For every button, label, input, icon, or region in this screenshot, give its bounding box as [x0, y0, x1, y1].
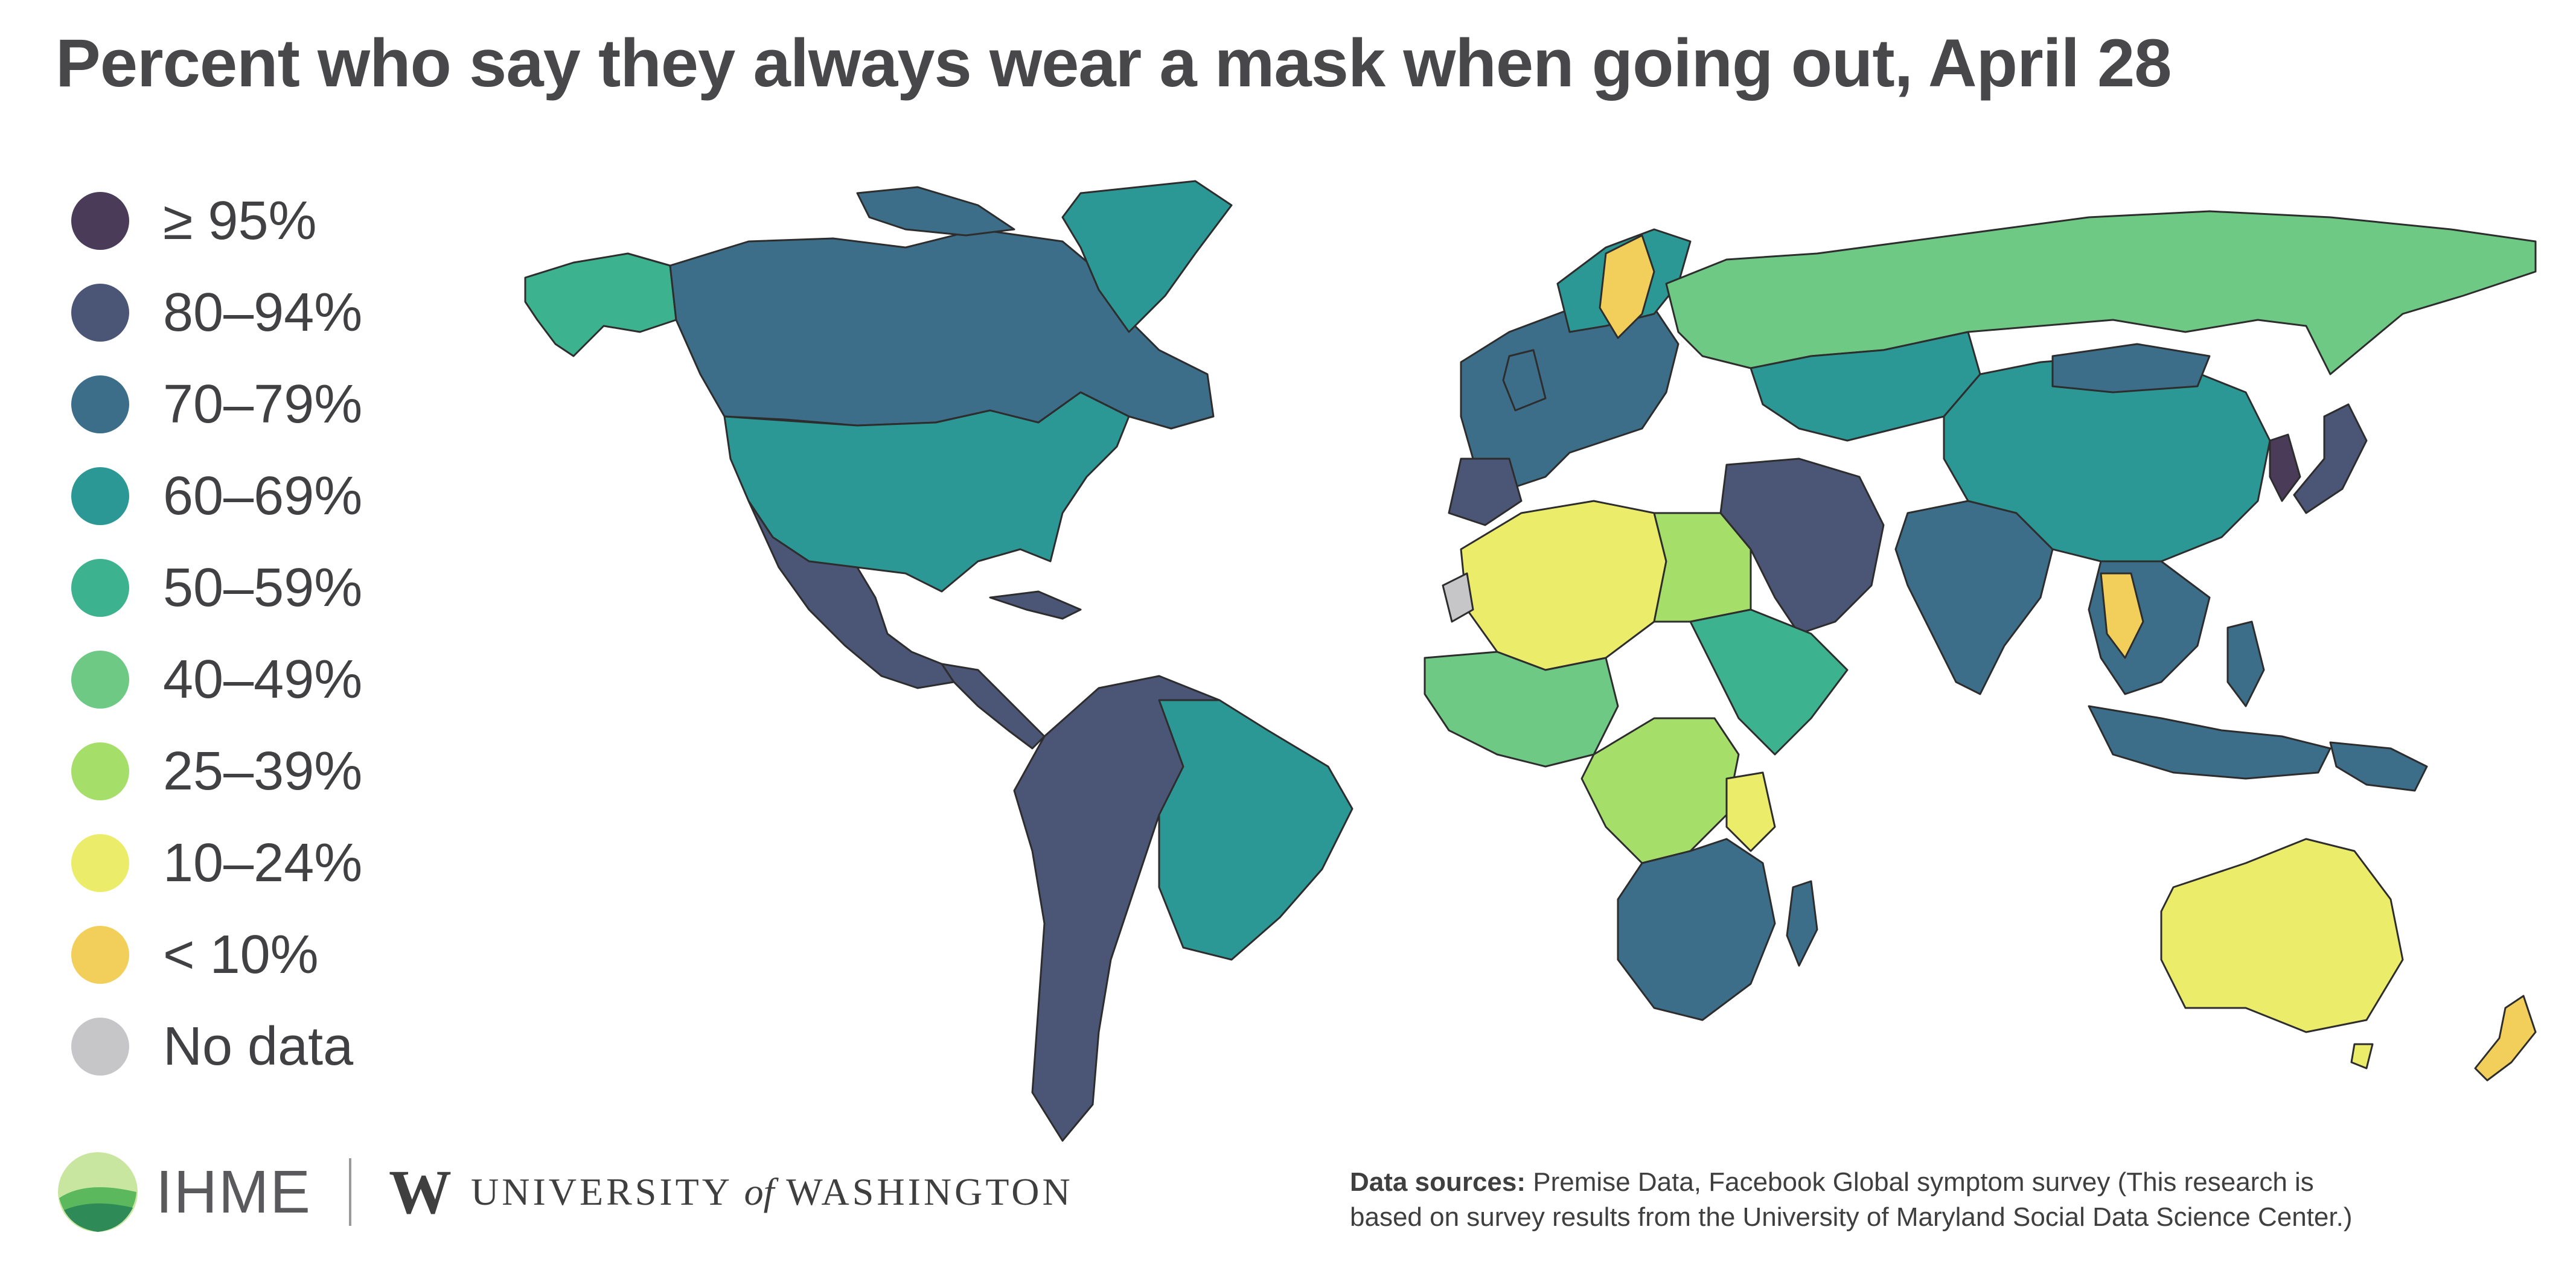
legend-label: ≥ 95% [163, 190, 317, 251]
map-region-indonesia [2088, 705, 2332, 780]
uw-of: of [744, 1170, 775, 1213]
map-region-north-africa [1460, 500, 1667, 671]
map-region-philippines [2226, 620, 2265, 707]
sources-text: Premise Data, Facebook Global symptom su… [1350, 1167, 2353, 1232]
legend-swatch [71, 559, 129, 617]
map-region-india [1894, 500, 2054, 695]
map-region-caribbean [989, 590, 1082, 620]
ihme-logo-icon [58, 1152, 138, 1232]
map-region-horn-of-africa [1689, 608, 1849, 756]
legend-swatch [71, 375, 129, 433]
legend-item: 10–24% [71, 817, 362, 909]
page-title: Percent who say they always wear a mask … [56, 25, 2172, 101]
legend-label: 80–94% [163, 282, 363, 343]
legend-label: < 10% [163, 924, 319, 985]
legend-swatch [71, 1018, 129, 1076]
data-sources: Data sources: Premise Data, Facebook Glo… [1350, 1165, 2388, 1235]
legend-label: 50–59% [163, 557, 363, 618]
map-region-western-sahara [1442, 572, 1474, 623]
footer-logos: IHME W UNIVERSITY of WASHINGTON [56, 1150, 1073, 1234]
legend-item: 60–69% [71, 450, 362, 542]
legend-item: 25–39% [71, 725, 362, 817]
legend-item: < 10% [71, 909, 362, 1001]
uw-washington: WASHINGTON [786, 1170, 1073, 1213]
map-region-madagascar [1786, 880, 1818, 967]
legend-item: No data [71, 1001, 362, 1092]
map-region-tasmania [2350, 1043, 2374, 1070]
legend-item: ≥ 95% [71, 175, 362, 267]
legend-item: 70–79% [71, 359, 362, 450]
legend-swatch [71, 651, 129, 709]
map-region-thailand [2100, 572, 2144, 659]
map-region-australia [2160, 838, 2404, 1033]
legend-swatch [71, 834, 129, 892]
uw-logo-w: W [389, 1157, 452, 1227]
map-region-new-zealand [2474, 995, 2537, 1082]
map-region-korea [2269, 433, 2301, 502]
legend-item: 50–59% [71, 542, 362, 634]
map-region-alaska [524, 252, 677, 357]
legend-swatch [71, 467, 129, 525]
sources-label: Data sources: [1350, 1167, 1526, 1197]
uw-logo-text: UNIVERSITY of WASHINGTON [471, 1170, 1073, 1214]
legend-label: No data [163, 1016, 354, 1077]
map-region-mongolia [2051, 343, 2211, 394]
legend-label: 40–49% [163, 649, 363, 710]
map-region-west-africa [1424, 651, 1619, 768]
map-region-tanzania [1725, 771, 1776, 852]
legend-item: 40–49% [71, 634, 362, 725]
legend-label: 70–79% [163, 374, 363, 435]
ihme-logo-text: IHME [156, 1158, 312, 1226]
map-region-united-kingdom [1502, 349, 1547, 412]
legend-swatch [71, 926, 129, 984]
legend-swatch [71, 284, 129, 342]
map-region-southern-africa [1617, 838, 1776, 1021]
uw-university: UNIVERSITY [471, 1170, 732, 1213]
legend-label: 25–39% [163, 741, 363, 802]
map-region-central-america [941, 663, 1046, 750]
world-map [524, 180, 2537, 1142]
map-region-greenland [1061, 180, 1233, 333]
map-region-papua [2329, 741, 2428, 792]
map-region-central-africa [1580, 717, 1740, 864]
legend: ≥ 95% 80–94% 70–79% 60–69% 50–59% 40–49% 25–39… [71, 175, 362, 1092]
legend-swatch [71, 742, 129, 800]
map-region-iberia [1448, 457, 1523, 526]
map-region-sweden [1599, 234, 1655, 339]
map-region-canada-arctic [856, 186, 1015, 237]
legend-swatch [71, 192, 129, 250]
legend-label: 10–24% [163, 832, 363, 893]
legend-item: 80–94% [71, 267, 362, 359]
logo-divider [349, 1158, 351, 1226]
legend-label: 60–69% [163, 465, 363, 526]
map-region-brazil [1158, 699, 1354, 961]
map-region-japan [2293, 403, 2368, 514]
